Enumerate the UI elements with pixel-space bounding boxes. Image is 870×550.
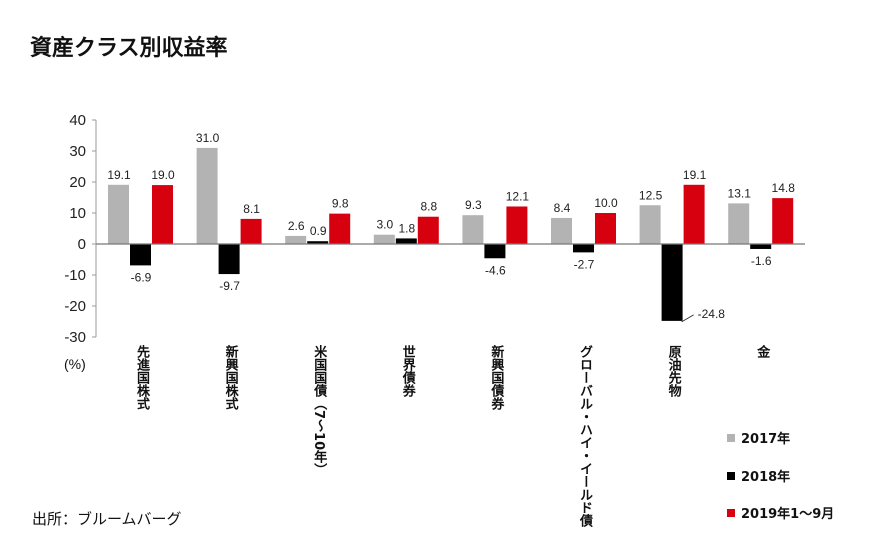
category-label: 世界債券: [399, 345, 415, 397]
data-label: -9.7: [219, 279, 240, 293]
data-label: -6.9: [131, 270, 152, 284]
leader-line: [681, 314, 694, 323]
data-label: 19.1: [683, 168, 707, 182]
data-label: 12.5: [639, 188, 663, 202]
y-tick-label: 20: [69, 174, 86, 191]
category-label: 先進国株式: [134, 345, 149, 410]
data-label: 10.0: [594, 196, 618, 210]
bar-2017年-米国国債（7～10年）: [285, 235, 307, 244]
bar-2018年-先進国株式: [130, 244, 151, 266]
bar-2017年-先進国株式: [108, 184, 129, 244]
category-label: グローバル・ハイ・イールド債: [577, 345, 592, 527]
category-label: 新興国株式: [222, 345, 238, 410]
data-label: -2.7: [574, 257, 595, 271]
data-label: 12.1: [506, 189, 530, 203]
y-tick-label: 30: [69, 143, 86, 160]
bar-2018年-原油先物: [661, 244, 683, 321]
data-label: 14.8: [772, 181, 796, 195]
data-label: 8.1: [243, 202, 260, 216]
legend-label-2017: 2017年: [741, 432, 791, 447]
category-label: 金: [754, 345, 770, 358]
data-label: 31.0: [196, 131, 220, 145]
bar-2017年-金: [728, 203, 750, 244]
data-label: 19.1: [107, 168, 131, 182]
bar-2018年-金: [750, 244, 772, 249]
data-label: -1.6: [751, 254, 772, 268]
bar-2019年1～9月-新興国株式: [240, 218, 262, 244]
bar-2017年-原油先物: [639, 205, 661, 244]
bar-2018年-世界債券: [395, 238, 417, 244]
data-label: 13.1: [728, 186, 752, 200]
category-label: 米国国債（7～10年）: [311, 345, 327, 477]
data-label: 2.6: [288, 219, 305, 233]
bar-2019年1～9月-原油先物: [683, 184, 705, 244]
legend-swatch-2019: [727, 508, 735, 517]
bar-2018年-米国国債（7～10年）: [307, 241, 329, 244]
data-label: -24.8: [698, 307, 726, 321]
category-label: 新興国債券: [488, 345, 504, 410]
data-label: 8.4: [554, 201, 571, 215]
bar-2019年1～9月-先進国株式: [152, 185, 173, 244]
data-label: 9.3: [465, 198, 482, 212]
y-tick-label: -10: [64, 267, 86, 284]
legend-label-2018: 2018年: [741, 470, 791, 485]
data-label: 1.8: [398, 221, 415, 235]
legend-item-2018: 2018年: [727, 466, 790, 485]
data-label: 19.0: [151, 168, 175, 182]
bar-2019年1～9月-世界債券: [417, 216, 439, 244]
data-label: 9.8: [332, 197, 349, 211]
category-label: 原油先物: [665, 345, 681, 397]
data-label: 0.9: [310, 224, 327, 238]
bar-2017年-グローバル・ハイ・イールド債: [551, 217, 572, 244]
bar-2019年1～9月-グローバル・ハイ・イールド債: [595, 213, 616, 244]
bar-2017年-新興国債券: [462, 215, 484, 244]
legend-label-2019: 2019年1～9月: [741, 507, 835, 522]
bar-2018年-新興国債券: [484, 244, 506, 259]
source-note: 出所：ブルームバーグ: [32, 510, 182, 528]
y-tick-label: -30: [64, 329, 86, 346]
bar-2017年-新興国株式: [196, 147, 218, 244]
bar-2017年-世界債券: [373, 234, 395, 244]
y-axis-unit-label: (%): [64, 356, 86, 372]
bar-2018年-グローバル・ハイ・イールド債: [573, 244, 594, 253]
legend-swatch-2017: [727, 433, 735, 442]
legend-item-2019: 2019年1～9月: [727, 503, 834, 522]
data-label: -4.6: [485, 263, 506, 277]
legend-swatch-2018: [727, 471, 735, 480]
data-label: 3.0: [376, 218, 393, 232]
y-tick-label: 10: [69, 205, 86, 222]
legend-item-2017: 2017年: [727, 428, 790, 447]
y-tick-label: 40: [69, 112, 86, 129]
y-tick-label: 0: [78, 236, 86, 253]
bar-2019年1～9月-新興国債券: [506, 206, 528, 244]
chart-title: 資産クラス別収益率: [30, 36, 228, 61]
y-tick-label: -20: [64, 298, 86, 315]
data-label: 8.8: [420, 200, 437, 214]
bar-2019年1～9月-米国国債（7～10年）: [329, 213, 351, 244]
bar-2019年1～9月-金: [772, 198, 794, 244]
bar-2018年-新興国株式: [218, 244, 240, 275]
